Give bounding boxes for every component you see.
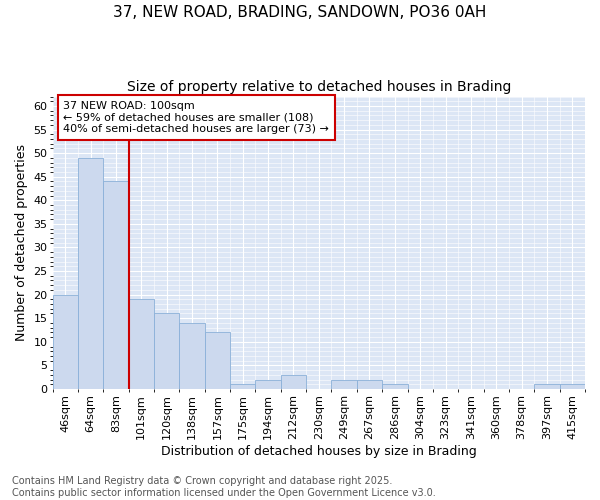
Title: Size of property relative to detached houses in Brading: Size of property relative to detached ho… [127,80,511,94]
Bar [154,314,179,389]
Text: Contains HM Land Registry data © Crown copyright and database right 2025.
Contai: Contains HM Land Registry data © Crown c… [12,476,436,498]
Bar [78,158,103,389]
Bar [560,384,585,389]
Bar [534,384,560,389]
Y-axis label: Number of detached properties: Number of detached properties [15,144,28,342]
Bar [256,380,281,389]
Bar [128,300,154,389]
Bar [205,332,230,389]
Bar [103,182,128,389]
Bar [331,380,357,389]
Bar [281,375,306,389]
Bar [357,380,382,389]
Bar [53,294,78,389]
Text: 37, NEW ROAD, BRADING, SANDOWN, PO36 0AH: 37, NEW ROAD, BRADING, SANDOWN, PO36 0AH [113,5,487,20]
Bar [230,384,256,389]
Text: 37 NEW ROAD: 100sqm
← 59% of detached houses are smaller (108)
40% of semi-detac: 37 NEW ROAD: 100sqm ← 59% of detached ho… [63,101,329,134]
X-axis label: Distribution of detached houses by size in Brading: Distribution of detached houses by size … [161,444,476,458]
Bar [382,384,407,389]
Bar [179,323,205,389]
